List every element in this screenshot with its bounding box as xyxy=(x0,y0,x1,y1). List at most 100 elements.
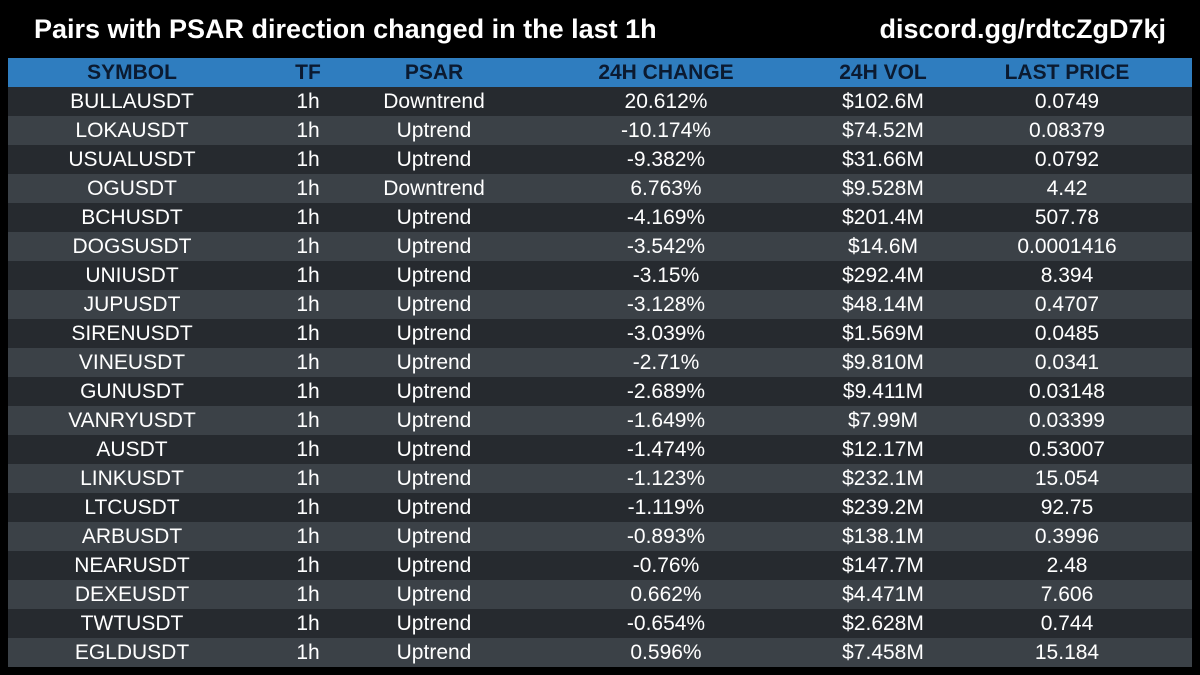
symbol-cell: UNIUSDT xyxy=(8,261,256,290)
psar-cell: Uptrend xyxy=(360,319,508,348)
psar-cell: Uptrend xyxy=(360,522,508,551)
change-cell: -1.119% xyxy=(508,493,824,522)
price-cell: 0.03399 xyxy=(942,406,1192,435)
psar-cell: Downtrend xyxy=(360,87,508,116)
symbol-cell: LINKUSDT xyxy=(8,464,256,493)
table-row[interactable]: SIRENUSDT 1h Uptrend -3.039% $1.569M 0.0485 xyxy=(8,319,1192,348)
change-cell: -9.382% xyxy=(508,145,824,174)
table-row[interactable]: BCHUSDT 1h Uptrend -4.169% $201.4M 507.78 xyxy=(8,203,1192,232)
price-cell: 8.394 xyxy=(942,261,1192,290)
table-row[interactable]: LTCUSDT 1h Uptrend -1.119% $239.2M 92.75 xyxy=(8,493,1192,522)
volume-cell: $138.1M xyxy=(824,522,942,551)
symbol-cell: LOKAUSDT xyxy=(8,116,256,145)
table-row[interactable]: NEARUSDT 1h Uptrend -0.76% $147.7M 2.48 xyxy=(8,551,1192,580)
psar-cell: Uptrend xyxy=(360,609,508,638)
table-row[interactable]: JUPUSDT 1h Uptrend -3.128% $48.14M 0.4707 xyxy=(8,290,1192,319)
table-row[interactable]: BULLAUSDT 1h Downtrend 20.612% $102.6M 0.0749 xyxy=(8,87,1192,116)
change-cell: -1.123% xyxy=(508,464,824,493)
symbol-cell: GUNUSDT xyxy=(8,377,256,406)
tf-cell: 1h xyxy=(256,319,360,348)
volume-cell: $9.411M xyxy=(824,377,942,406)
price-cell: 0.0485 xyxy=(942,319,1192,348)
column-header-symbol[interactable]: SYMBOL xyxy=(8,58,256,87)
table-row[interactable]: DEXEUSDT 1h Uptrend 0.662% $4.471M 7.606 xyxy=(8,580,1192,609)
tf-cell: 1h xyxy=(256,116,360,145)
psar-cell: Uptrend xyxy=(360,290,508,319)
psar-cell: Uptrend xyxy=(360,348,508,377)
tf-cell: 1h xyxy=(256,232,360,261)
volume-cell: $1.569M xyxy=(824,319,942,348)
table-row[interactable]: GUNUSDT 1h Uptrend -2.689% $9.411M 0.03148 xyxy=(8,377,1192,406)
symbol-cell: VANRYUSDT xyxy=(8,406,256,435)
tf-cell: 1h xyxy=(256,290,360,319)
table-row[interactable]: EGLDUSDT 1h Uptrend 0.596% $7.458M 15.184 xyxy=(8,638,1192,667)
tf-cell: 1h xyxy=(256,145,360,174)
price-cell: 0.53007 xyxy=(942,435,1192,464)
symbol-cell: DEXEUSDT xyxy=(8,580,256,609)
symbol-cell: JUPUSDT xyxy=(8,290,256,319)
symbol-cell: NEARUSDT xyxy=(8,551,256,580)
change-cell: -1.649% xyxy=(508,406,824,435)
symbol-cell: USUALUSDT xyxy=(8,145,256,174)
discord-link[interactable]: discord.gg/rdtcZgD7kj xyxy=(879,14,1166,44)
price-cell: 2.48 xyxy=(942,551,1192,580)
column-header-tf[interactable]: TF xyxy=(256,58,360,87)
price-cell: 15.054 xyxy=(942,464,1192,493)
tf-cell: 1h xyxy=(256,348,360,377)
psar-cell: Uptrend xyxy=(360,261,508,290)
symbol-cell: BCHUSDT xyxy=(8,203,256,232)
table-row[interactable]: ARBUSDT 1h Uptrend -0.893% $138.1M 0.3996 xyxy=(8,522,1192,551)
table-row[interactable]: VINEUSDT 1h Uptrend -2.71% $9.810M 0.0341 xyxy=(8,348,1192,377)
price-cell: 4.42 xyxy=(942,174,1192,203)
volume-cell: $74.52M xyxy=(824,116,942,145)
change-cell: -2.689% xyxy=(508,377,824,406)
volume-cell: $232.1M xyxy=(824,464,942,493)
psar-cell: Uptrend xyxy=(360,145,508,174)
table-row[interactable]: TWTUSDT 1h Uptrend -0.654% $2.628M 0.744 xyxy=(8,609,1192,638)
price-cell: 507.78 xyxy=(942,203,1192,232)
change-cell: -3.542% xyxy=(508,232,824,261)
tf-cell: 1h xyxy=(256,464,360,493)
price-cell: 0.0341 xyxy=(942,348,1192,377)
column-header-psar[interactable]: PSAR xyxy=(360,58,508,87)
table-row[interactable]: UNIUSDT 1h Uptrend -3.15% $292.4M 8.394 xyxy=(8,261,1192,290)
column-header-last-price[interactable]: LAST PRICE xyxy=(942,58,1192,87)
table-row[interactable]: USUALUSDT 1h Uptrend -9.382% $31.66M 0.0792 xyxy=(8,145,1192,174)
tf-cell: 1h xyxy=(256,261,360,290)
psar-cell: Uptrend xyxy=(360,406,508,435)
change-cell: -0.76% xyxy=(508,551,824,580)
change-cell: -0.893% xyxy=(508,522,824,551)
table-row[interactable]: LOKAUSDT 1h Uptrend -10.174% $74.52M 0.08379 xyxy=(8,116,1192,145)
table-header-row: SYMBOL TF PSAR 24H CHANGE 24H VOL LAST P… xyxy=(8,58,1192,87)
change-cell: 0.662% xyxy=(508,580,824,609)
volume-cell: $12.17M xyxy=(824,435,942,464)
change-cell: -1.474% xyxy=(508,435,824,464)
volume-cell: $4.471M xyxy=(824,580,942,609)
table-row[interactable]: LINKUSDT 1h Uptrend -1.123% $232.1M 15.054 xyxy=(8,464,1192,493)
tf-cell: 1h xyxy=(256,435,360,464)
tf-cell: 1h xyxy=(256,551,360,580)
change-cell: -2.71% xyxy=(508,348,824,377)
column-header-24h-change[interactable]: 24H CHANGE xyxy=(508,58,824,87)
volume-cell: $239.2M xyxy=(824,493,942,522)
volume-cell: $201.4M xyxy=(824,203,942,232)
table-row[interactable]: AUSDT 1h Uptrend -1.474% $12.17M 0.53007 xyxy=(8,435,1192,464)
price-cell: 0.744 xyxy=(942,609,1192,638)
psar-cell: Uptrend xyxy=(360,232,508,261)
change-cell: 20.612% xyxy=(508,87,824,116)
change-cell: -3.128% xyxy=(508,290,824,319)
tf-cell: 1h xyxy=(256,203,360,232)
psar-table: SYMBOL TF PSAR 24H CHANGE 24H VOL LAST P… xyxy=(8,58,1192,667)
symbol-cell: OGUSDT xyxy=(8,174,256,203)
tf-cell: 1h xyxy=(256,406,360,435)
volume-cell: $48.14M xyxy=(824,290,942,319)
symbol-cell: AUSDT xyxy=(8,435,256,464)
table-row[interactable]: DOGSUSDT 1h Uptrend -3.542% $14.6M 0.0001416 xyxy=(8,232,1192,261)
table-row[interactable]: OGUSDT 1h Downtrend 6.763% $9.528M 4.42 xyxy=(8,174,1192,203)
psar-cell: Uptrend xyxy=(360,551,508,580)
tf-cell: 1h xyxy=(256,522,360,551)
table-row[interactable]: VANRYUSDT 1h Uptrend -1.649% $7.99M 0.03399 xyxy=(8,406,1192,435)
column-header-24h-vol[interactable]: 24H VOL xyxy=(824,58,942,87)
symbol-cell: TWTUSDT xyxy=(8,609,256,638)
page-title: Pairs with PSAR direction changed in the… xyxy=(34,14,657,44)
